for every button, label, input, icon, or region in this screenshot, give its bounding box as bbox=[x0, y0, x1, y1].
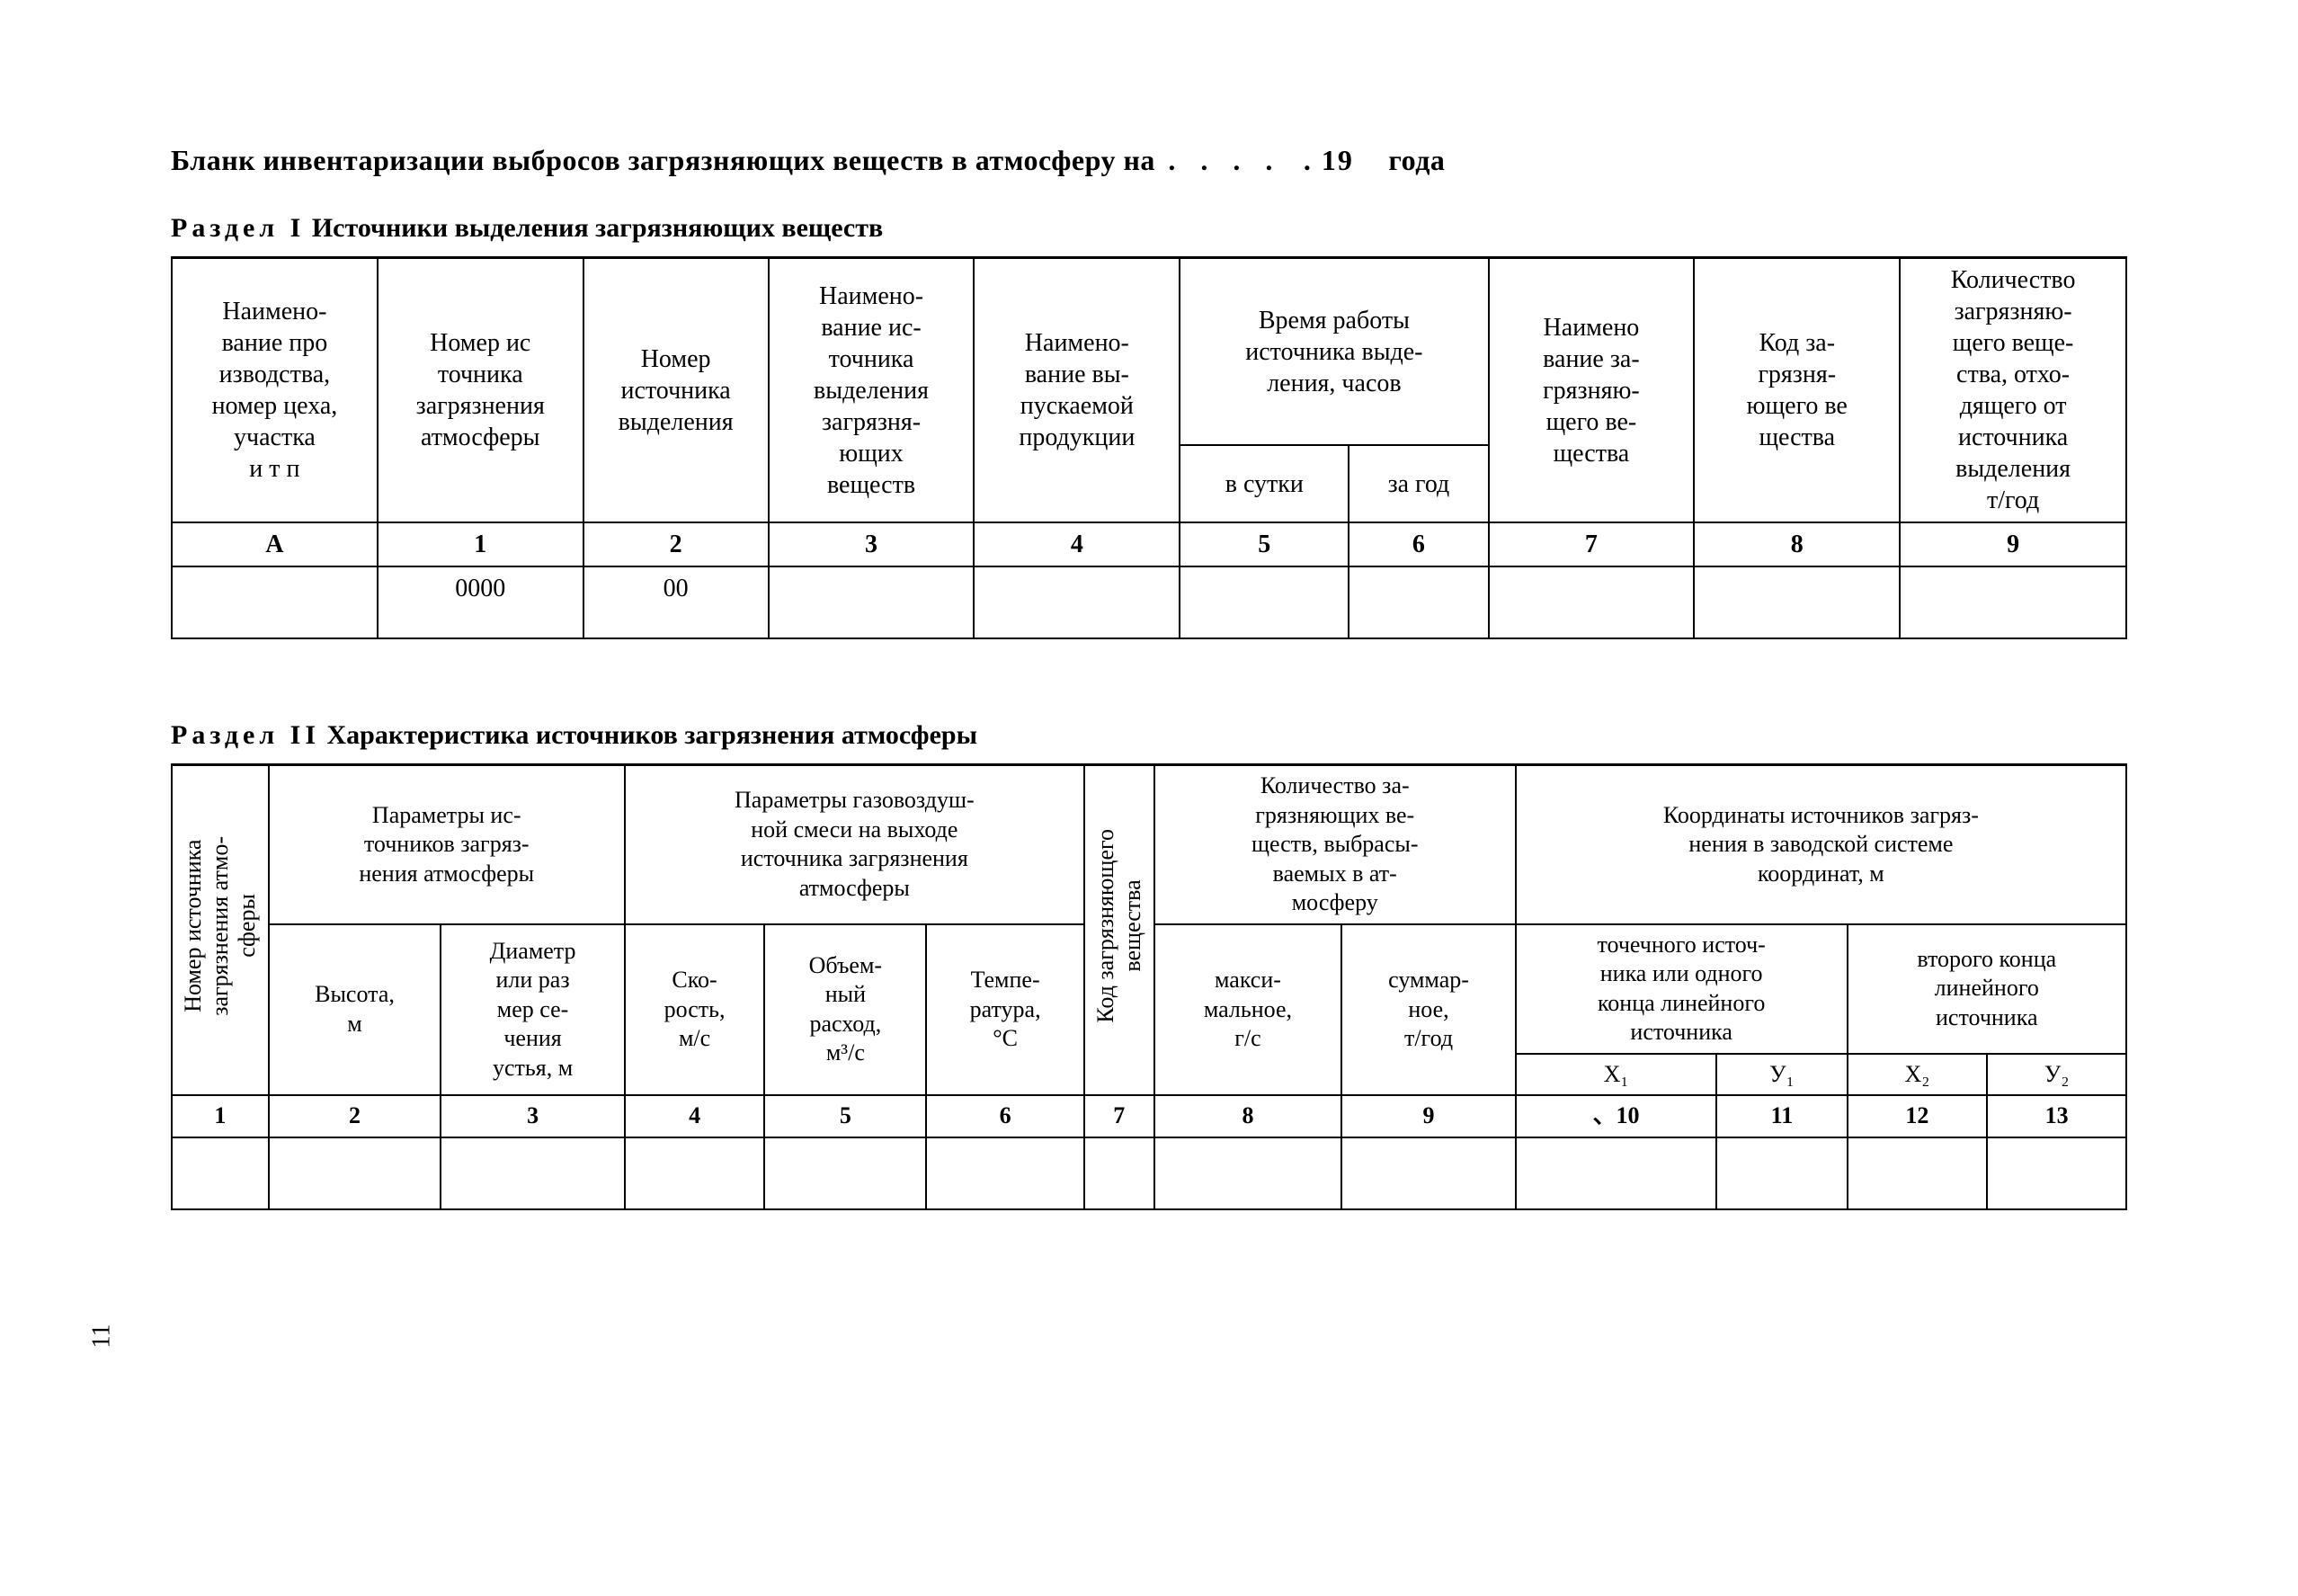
t2-h-9: суммар- ное, т/год bbox=[1388, 967, 1469, 1051]
t2-cell-7 bbox=[1084, 1137, 1154, 1209]
t1-num-4: 4 bbox=[974, 522, 1180, 566]
t1-cell-7 bbox=[1489, 566, 1695, 638]
t2-cell-6 bbox=[926, 1137, 1084, 1209]
t2-h-g1013: Координаты источников загряз- нения в за… bbox=[1663, 802, 1979, 887]
t2-cell-10 bbox=[1516, 1137, 1717, 1209]
t1-h-6: за год bbox=[1388, 470, 1450, 498]
t1-h-9: Количество загрязняю- щего веще- ства, о… bbox=[1951, 266, 2076, 514]
t2-h-g89: Количество за- грязняющих ве- ществ, выб… bbox=[1251, 772, 1419, 915]
t1-number-row: А 1 2 3 4 5 6 7 8 9 bbox=[172, 522, 2126, 566]
t2-h-2: Высота, м bbox=[315, 981, 395, 1037]
t1-cell-2: 00 bbox=[583, 566, 769, 638]
t2-num-9: 9 bbox=[1341, 1095, 1516, 1137]
t2-num-1: 1 bbox=[172, 1095, 269, 1137]
t2-num-11: 11 bbox=[1716, 1095, 1847, 1137]
t2-num-2: 2 bbox=[269, 1095, 441, 1137]
t1-h-56: Время работы источника выде- ления, часо… bbox=[1245, 307, 1422, 397]
section2-label: Раздел II bbox=[171, 720, 320, 750]
t2-cell-13 bbox=[1987, 1137, 2126, 1209]
t1-num-5: 5 bbox=[1180, 522, 1349, 566]
t2-num-12: 12 bbox=[1848, 1095, 1988, 1137]
t1-cell-8 bbox=[1694, 566, 1900, 638]
t1-h-8: Код за- грязня- ющего ве щества bbox=[1747, 329, 1848, 451]
t2-h-12: Х₂ bbox=[1905, 1061, 1930, 1087]
t2-h-10: Х₁ bbox=[1604, 1061, 1629, 1087]
t2-h-g456: Параметры газовоздуш- ной смеси на выход… bbox=[735, 787, 975, 901]
title-year-word: года bbox=[1361, 144, 1445, 176]
t1-num-6: 6 bbox=[1349, 522, 1488, 566]
t2-cell-3 bbox=[441, 1137, 624, 1209]
t2-h-11: У₁ bbox=[1769, 1061, 1794, 1087]
t1-num-A: А bbox=[172, 522, 378, 566]
t2-h-7: Код загрязняющего вещества bbox=[1092, 829, 1146, 1023]
t2-num-3: 3 bbox=[441, 1095, 624, 1137]
t1-num-9: 9 bbox=[1900, 522, 2126, 566]
t2-cell-8 bbox=[1154, 1137, 1342, 1209]
t2-h-g1011: точечного источ- ника или одного конца л… bbox=[1597, 932, 1765, 1046]
t1-cell-6 bbox=[1349, 566, 1488, 638]
t1-h-3: Наимено- вание ис- точника выделения заг… bbox=[814, 282, 929, 499]
t2-h-6: Темпе- ратура, °С bbox=[970, 967, 1041, 1051]
t2-cell-4 bbox=[625, 1137, 765, 1209]
t2-num-10: 、10 bbox=[1516, 1095, 1717, 1137]
t2-cell-12 bbox=[1848, 1137, 1988, 1209]
t2-cell-1 bbox=[172, 1137, 269, 1209]
title-main: Бланк инвентаризации выбросов загрязняющ… bbox=[171, 144, 1155, 176]
t1-h-7: Наимено вание за- грязняю- щего ве- щест… bbox=[1543, 314, 1640, 468]
t1-cell-4 bbox=[974, 566, 1180, 638]
t1-num-3: 3 bbox=[769, 522, 975, 566]
t1-num-2: 2 bbox=[583, 522, 769, 566]
t2-h-4: Ско- рость, м/с bbox=[664, 967, 726, 1051]
section2-heading: Раздел II Характеристика источников загр… bbox=[171, 720, 2127, 751]
t2-num-10-val: 10 bbox=[1617, 1102, 1640, 1128]
title-year-prefix: . 19 bbox=[1295, 144, 1354, 176]
t1-cell-3 bbox=[769, 566, 975, 638]
t2-h-g23: Параметры ис- точников загряз- нения атм… bbox=[359, 802, 534, 887]
t1-num-8: 8 bbox=[1694, 522, 1900, 566]
t2-num-6: 6 bbox=[926, 1095, 1084, 1137]
t2-cell-11 bbox=[1716, 1137, 1847, 1209]
t1-cell-1: 0000 bbox=[378, 566, 583, 638]
t2-h-g1213: второго конца линейного источника bbox=[1917, 946, 2056, 1030]
t2-h-5: Объем- ный расход, м³/с bbox=[809, 952, 882, 1066]
t1-h-A: Наимено- вание про изводства, номер цеха… bbox=[212, 298, 338, 483]
t1-h-4: Наимено- вание вы- пускаемой продукции bbox=[1019, 329, 1135, 451]
section1-label: Раздел I bbox=[171, 213, 305, 243]
section1-heading: Раздел I Источники выделения загрязняющи… bbox=[171, 213, 2127, 244]
t2-num-13: 13 bbox=[1987, 1095, 2126, 1137]
t1-cell-5 bbox=[1180, 566, 1349, 638]
table-section1: Наимено- вание про изводства, номер цеха… bbox=[171, 256, 2127, 639]
section1-title: Источники выделения загрязняющих веществ bbox=[312, 213, 883, 243]
t2-number-row: 1 2 3 4 5 6 7 8 9 、10 11 12 13 bbox=[172, 1095, 2126, 1137]
t2-h-1: Номер источника загрязнения атмо- сферы bbox=[180, 836, 261, 1016]
t2-num-10-prefix: 、 bbox=[1593, 1102, 1617, 1128]
t1-h-1: Номер ис точника загрязнения атмосферы bbox=[416, 329, 545, 451]
t1-h-2: Номер источника выделения bbox=[619, 345, 734, 436]
t1-num-7: 7 bbox=[1489, 522, 1695, 566]
t1-data-row: 0000 00 bbox=[172, 566, 2126, 638]
t1-h-5: в сутки bbox=[1225, 470, 1304, 498]
t2-num-5: 5 bbox=[764, 1095, 926, 1137]
t2-num-7: 7 bbox=[1084, 1095, 1154, 1137]
t1-cell-9 bbox=[1900, 566, 2126, 638]
t2-num-4: 4 bbox=[625, 1095, 765, 1137]
document-title: Бланк инвентаризации выбросов загрязняющ… bbox=[171, 144, 2127, 177]
t2-num-8: 8 bbox=[1154, 1095, 1342, 1137]
table-section2: Номер источника загрязнения атмо- сферы … bbox=[171, 763, 2127, 1210]
t2-h-3: Диаметр или раз мер се- чения устья, м bbox=[490, 938, 576, 1081]
t2-h-13: У₂ bbox=[2044, 1061, 2069, 1087]
title-dots: . . . . bbox=[1162, 144, 1287, 176]
t2-cell-2 bbox=[269, 1137, 441, 1209]
page-number: 11 bbox=[87, 1324, 116, 1349]
section2-title: Характеристика источников загрязнения ат… bbox=[327, 720, 977, 750]
t2-h-8: макси- мальное, г/с bbox=[1204, 967, 1292, 1051]
t2-cell-9 bbox=[1341, 1137, 1516, 1209]
t1-num-1: 1 bbox=[378, 522, 583, 566]
t2-cell-5 bbox=[764, 1137, 926, 1209]
t1-cell-A bbox=[172, 566, 378, 638]
t2-data-row bbox=[172, 1137, 2126, 1209]
